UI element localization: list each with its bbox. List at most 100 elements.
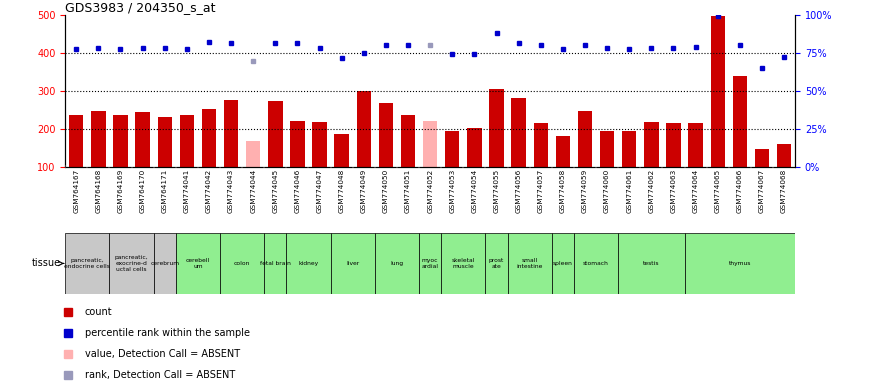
Text: GSM774065: GSM774065 <box>714 169 720 213</box>
Text: kidney: kidney <box>298 261 319 266</box>
Bar <box>113 116 128 167</box>
Bar <box>445 131 460 167</box>
Text: pancreatic,
endocrine cells: pancreatic, endocrine cells <box>64 258 110 269</box>
Text: GSM774059: GSM774059 <box>582 169 588 213</box>
Bar <box>401 115 415 167</box>
Text: GSM774054: GSM774054 <box>471 169 477 213</box>
Text: small
intestine: small intestine <box>516 258 543 269</box>
Text: cerebell
um: cerebell um <box>186 258 210 269</box>
Bar <box>220 233 264 294</box>
Text: GSM774062: GSM774062 <box>648 169 654 213</box>
Text: spleen: spleen <box>553 261 573 266</box>
Text: GSM774042: GSM774042 <box>206 169 212 213</box>
Text: GSM774053: GSM774053 <box>449 169 455 213</box>
Bar <box>507 233 552 294</box>
Text: GSM774067: GSM774067 <box>759 169 765 213</box>
Bar <box>512 98 526 167</box>
Bar <box>468 127 481 167</box>
Bar <box>600 131 614 167</box>
Bar <box>555 136 570 167</box>
Bar <box>157 117 172 167</box>
Bar <box>552 233 574 294</box>
Text: percentile rank within the sample: percentile rank within the sample <box>85 328 250 338</box>
Text: GSM764169: GSM764169 <box>117 169 123 213</box>
Text: GSM764167: GSM764167 <box>73 169 79 213</box>
Bar <box>711 17 725 167</box>
Bar <box>688 123 703 167</box>
Bar <box>290 121 305 167</box>
Text: GSM774064: GSM774064 <box>693 169 699 213</box>
Bar <box>486 233 507 294</box>
Bar <box>622 131 636 167</box>
Bar <box>180 115 194 167</box>
Text: GSM774066: GSM774066 <box>737 169 743 213</box>
Text: GSM774044: GSM774044 <box>250 169 256 213</box>
Text: thymus: thymus <box>728 261 751 266</box>
Bar <box>91 111 105 167</box>
Bar <box>356 91 371 167</box>
Text: GSM774057: GSM774057 <box>538 169 544 213</box>
Bar <box>667 123 680 167</box>
Bar <box>109 233 154 294</box>
Bar <box>379 103 393 167</box>
Bar <box>335 134 348 167</box>
Bar <box>176 233 220 294</box>
Bar <box>574 233 618 294</box>
Bar <box>489 89 504 167</box>
Text: GSM774068: GSM774068 <box>781 169 787 213</box>
Bar <box>69 115 83 167</box>
Text: GSM764171: GSM764171 <box>162 169 168 213</box>
Text: rank, Detection Call = ABSENT: rank, Detection Call = ABSENT <box>85 370 235 380</box>
Bar <box>644 121 659 167</box>
Text: GSM774052: GSM774052 <box>428 169 433 213</box>
Text: GSM774058: GSM774058 <box>560 169 566 213</box>
Text: GSM774061: GSM774061 <box>627 169 633 213</box>
Bar <box>224 99 238 167</box>
Bar <box>264 233 287 294</box>
Bar <box>136 112 149 167</box>
Text: GSM774041: GSM774041 <box>184 169 189 213</box>
Text: pancreatic,
exocrine-d
uctal cells: pancreatic, exocrine-d uctal cells <box>115 255 149 272</box>
Text: prost
ate: prost ate <box>489 258 504 269</box>
Text: GSM764170: GSM764170 <box>140 169 146 213</box>
Text: GSM774051: GSM774051 <box>405 169 411 213</box>
Text: liver: liver <box>346 261 360 266</box>
Bar <box>269 101 282 167</box>
Text: testis: testis <box>643 261 660 266</box>
Bar <box>534 123 548 167</box>
Text: GSM774055: GSM774055 <box>494 169 500 213</box>
Text: GSM774043: GSM774043 <box>228 169 234 213</box>
Text: stomach: stomach <box>583 261 609 266</box>
Text: GSM774063: GSM774063 <box>671 169 676 213</box>
Text: skeletal
muscle: skeletal muscle <box>452 258 475 269</box>
Bar <box>375 233 419 294</box>
Text: colon: colon <box>234 261 250 266</box>
Bar <box>419 233 441 294</box>
Bar <box>733 76 747 167</box>
Bar <box>287 233 330 294</box>
Text: value, Detection Call = ABSENT: value, Detection Call = ABSENT <box>85 349 240 359</box>
Text: GSM774047: GSM774047 <box>316 169 322 213</box>
Bar <box>578 111 592 167</box>
Bar <box>202 109 216 167</box>
Text: GSM764168: GSM764168 <box>96 169 102 213</box>
Text: myoc
ardial: myoc ardial <box>421 258 439 269</box>
Text: GSM774060: GSM774060 <box>604 169 610 213</box>
Bar <box>312 122 327 167</box>
Text: GSM774056: GSM774056 <box>515 169 521 213</box>
Text: GSM774045: GSM774045 <box>272 169 278 213</box>
Bar <box>777 144 792 167</box>
Bar <box>618 233 685 294</box>
Bar <box>423 121 437 167</box>
Bar <box>65 233 109 294</box>
Bar <box>755 149 769 167</box>
Text: GSM774046: GSM774046 <box>295 169 301 213</box>
Text: GSM774048: GSM774048 <box>339 169 345 213</box>
Bar <box>154 233 176 294</box>
Text: lung: lung <box>390 261 403 266</box>
Bar <box>441 233 486 294</box>
Text: fetal brain: fetal brain <box>260 261 291 266</box>
Text: GSM774050: GSM774050 <box>383 169 389 213</box>
Bar <box>246 141 261 167</box>
Text: count: count <box>85 306 112 316</box>
